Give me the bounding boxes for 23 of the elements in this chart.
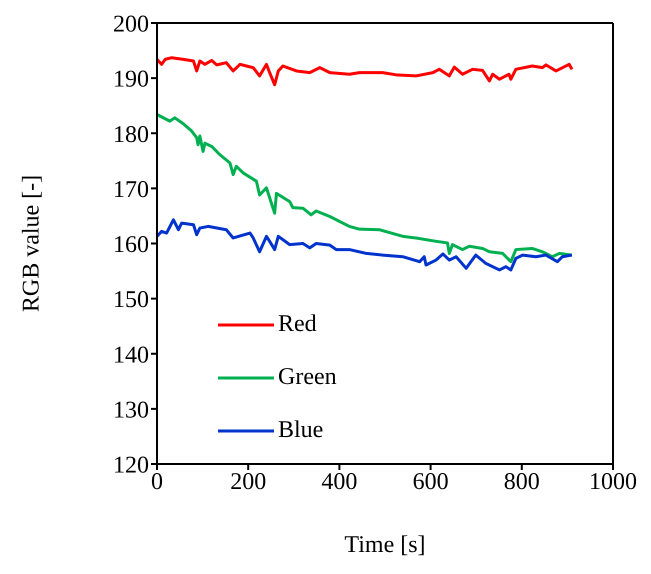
x-tick-label: 600: [412, 469, 449, 496]
x-axis-title: Time [s]: [344, 532, 426, 558]
x-tick-label: 200: [230, 469, 266, 496]
line-series: [157, 56, 574, 86]
y-tick-label: 130: [113, 397, 149, 424]
y-tick-label: 120: [113, 452, 149, 479]
x-tick-label: 400: [321, 469, 358, 496]
y-tick-label: 180: [113, 122, 149, 148]
legend-label: Green: [278, 364, 337, 391]
y-tick-label: 170: [113, 176, 149, 203]
legend-label: Red: [278, 311, 317, 338]
y-tick-label: 160: [113, 232, 149, 258]
y-axis-title: RGB value [-]: [18, 174, 45, 312]
line-series: [157, 218, 574, 272]
y-tick-label: 150: [113, 287, 149, 314]
x-tick-label: 1000: [589, 469, 637, 496]
x-tick-label: 0: [151, 469, 163, 496]
y-tick-label: 190: [113, 66, 149, 93]
legend-label: Blue: [278, 417, 324, 444]
x-tick-label: 800: [504, 469, 540, 496]
y-tick-label: 140: [113, 342, 149, 368]
line-series: [157, 113, 574, 264]
y-tick-label: 200: [113, 12, 149, 38]
